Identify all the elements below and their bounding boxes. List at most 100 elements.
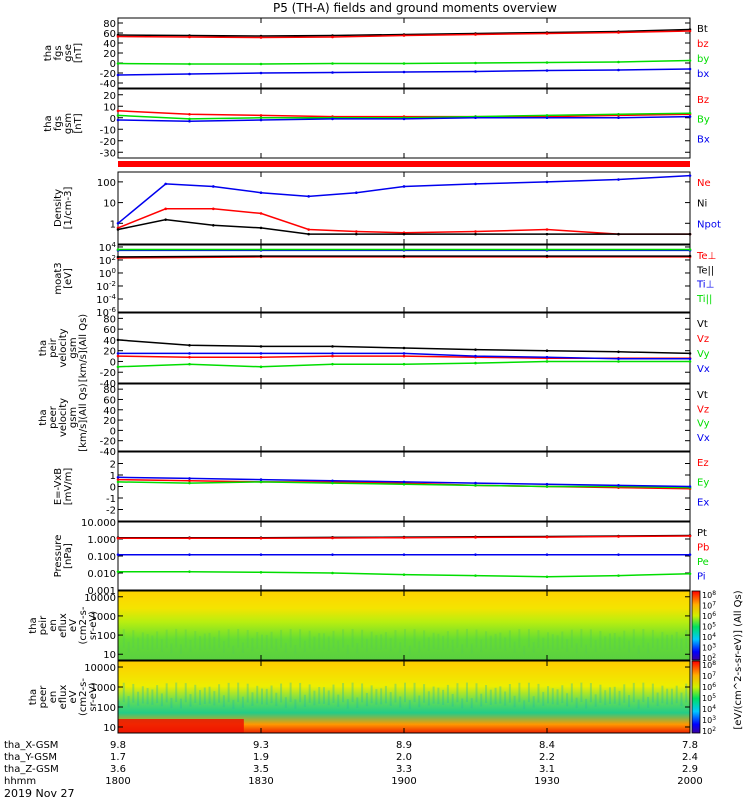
spectrogram-streak	[666, 688, 669, 705]
y-tick-label: 10.000	[81, 518, 116, 529]
spectrogram-streak	[523, 700, 526, 710]
data-point	[545, 575, 549, 579]
spectrogram-streak	[575, 643, 578, 654]
panel-frame	[117, 88, 691, 159]
y-tick-label: 0.001	[87, 586, 116, 597]
data-point	[617, 116, 620, 120]
data-point	[188, 570, 191, 573]
y-tick-label: 0	[110, 357, 116, 368]
spectrogram-streak	[446, 631, 449, 649]
spectrogram-streak	[299, 682, 302, 703]
panel-frame	[117, 383, 691, 452]
data-point	[688, 248, 692, 251]
spectrogram-streak	[523, 645, 526, 655]
y-axis-label-line: [km/s](All Qs)	[78, 314, 89, 382]
spectrogram-streak	[165, 629, 168, 648]
spectrogram-streak	[437, 633, 440, 650]
legend-entry: Ti||	[696, 294, 712, 305]
spectrogram-streak	[504, 691, 507, 706]
x-axis-row-label: tha_X-GSM	[4, 740, 58, 751]
spectrogram-streak	[137, 691, 140, 706]
y-axis-label-line: en	[48, 691, 59, 704]
spectrogram-colorbars: 1081071061051041031021081071061051041031…	[691, 590, 744, 736]
x-axis-tick-label: 1900	[391, 776, 416, 787]
data-point	[164, 207, 167, 211]
y-tick-label: 100	[97, 703, 116, 714]
data-point	[188, 72, 191, 76]
legend-entry: bz	[697, 39, 709, 50]
spectrogram-streak	[604, 690, 607, 706]
legend-entry: Ne	[697, 178, 711, 189]
data-point	[331, 571, 334, 575]
x-axis-tick-label: 8.4	[539, 740, 555, 751]
spectrogram-streak	[241, 642, 244, 653]
spectrogram-streak	[275, 638, 278, 652]
data-point	[402, 346, 406, 350]
y-tick-label: 102	[99, 254, 116, 267]
y-tick-label: 60	[103, 29, 116, 40]
data-point	[355, 232, 358, 236]
data-point	[402, 232, 406, 236]
y-axis-label-line: [mV/m]	[63, 468, 74, 506]
y-axis-label-line: Pressure	[53, 535, 64, 578]
data-point	[474, 348, 477, 351]
series-line-Ne	[117, 208, 690, 235]
y-tick-label: 60	[103, 325, 116, 336]
spectrogram-streak	[179, 698, 182, 709]
spectrogram-streak	[623, 684, 626, 703]
y-tick-label: 60	[103, 395, 116, 406]
spectrogram-streak	[489, 635, 492, 651]
colorbar-tick-label: 107	[702, 601, 716, 611]
spectrogram-streak	[456, 683, 459, 703]
y-axis-label-line: gse	[63, 44, 74, 62]
legend-entry: Vt	[697, 319, 708, 330]
spectrogram-streak	[513, 641, 516, 653]
spectrogram-streak	[270, 685, 273, 704]
data-point	[188, 117, 191, 121]
attitude-flag-bar	[118, 161, 690, 167]
data-point	[617, 350, 620, 354]
spectrogram-streak	[475, 629, 478, 648]
data-point	[188, 477, 191, 480]
legend-entry: Pb	[697, 543, 709, 554]
y-tick-label: 0.100	[87, 552, 116, 563]
legend-entry: Vx	[697, 364, 710, 375]
data-point	[474, 481, 477, 485]
colorbar-tick-label: 102	[702, 726, 716, 736]
spectrogram-streak	[165, 683, 168, 703]
spectrogram-streak	[651, 629, 654, 648]
data-point	[474, 61, 477, 65]
spectrogram-streak	[280, 629, 283, 648]
data-point	[307, 228, 310, 231]
y-tick-label: 80	[103, 19, 116, 30]
y-tick-label: 1.000	[87, 535, 116, 546]
legend-entry: Vz	[697, 334, 709, 345]
y-tick-label: 0.010	[87, 569, 116, 580]
spectrogram-streak	[566, 639, 569, 652]
colorbar-tick-label: 104	[702, 704, 716, 714]
spectrogram-streak	[322, 633, 325, 650]
spectrogram-streak	[404, 629, 406, 648]
data-point	[116, 35, 120, 38]
spectrogram-streak	[432, 632, 435, 650]
spectrogram-streak	[647, 642, 650, 654]
y-tick-label: 100	[99, 267, 116, 280]
legend-entry: By	[697, 115, 710, 126]
spectrogram-streak	[542, 691, 545, 706]
spectrogram-streak	[170, 643, 173, 654]
spectrogram-streak	[132, 683, 135, 703]
data-point	[259, 352, 263, 355]
x-axis-row-label: tha_Y-GSM	[4, 752, 57, 763]
spectrogram-streak	[551, 688, 554, 705]
spectrogram-streak	[218, 630, 221, 649]
spectrogram-streak	[685, 629, 688, 648]
data-point	[474, 536, 477, 539]
y-tick-label: 10000	[84, 663, 116, 674]
spectrogram-streak	[618, 690, 621, 706]
y-axis-label-line: sr-eV)	[88, 611, 99, 640]
data-point	[116, 248, 120, 251]
spectrogram-streak	[570, 629, 573, 648]
data-point	[402, 185, 406, 188]
data-point	[402, 536, 406, 539]
spectrogram-streak	[632, 682, 635, 703]
